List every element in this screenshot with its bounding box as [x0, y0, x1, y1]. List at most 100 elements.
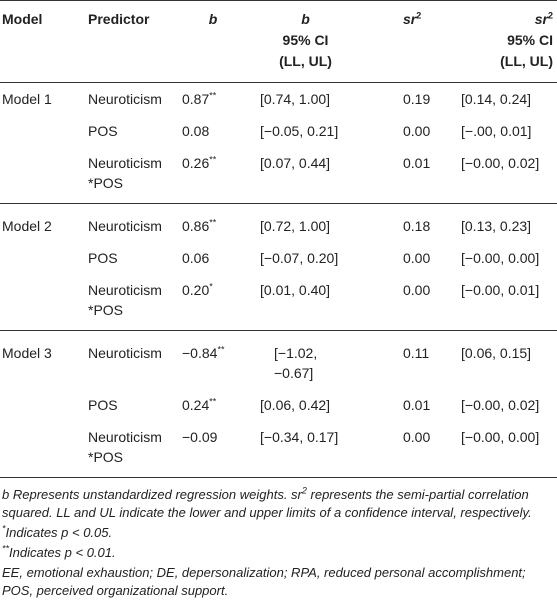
header-cell: sr2 95% CI (LL, UL) — [457, 0, 557, 83]
b-value: 0.86 — [182, 218, 210, 234]
header-cell: b 95% CI (LL, UL) — [252, 0, 397, 83]
sr2-ci-cell: [0.13, 0.23] — [457, 204, 557, 243]
b-ci-cell: [0.07, 0.44] — [252, 147, 397, 204]
header-sup: 2 — [547, 10, 553, 21]
model-name: Model 2 — [2, 218, 52, 234]
predictor-cell: Neuroticism — [86, 331, 176, 390]
header-cell: Model — [0, 0, 86, 83]
sr2-ci: [0.13, 0.23] — [461, 218, 532, 234]
b-value: 0.08 — [182, 123, 210, 139]
sr2-ci-cell: [−0.00, 0.00] — [457, 242, 557, 274]
b-ci: [0.06, 0.42] — [260, 397, 331, 413]
sr2-value: 0.18 — [403, 218, 431, 234]
b-cell: 0.86** — [176, 204, 252, 243]
sr2-cell: 0.00 — [397, 421, 457, 478]
sr2-value: 0.11 — [403, 345, 430, 361]
header-text: Model — [2, 11, 43, 27]
b-ci-cell: [−0.34, 0.17] — [252, 421, 397, 478]
predictor-text: POS — [88, 123, 118, 139]
significance: ** — [209, 396, 217, 407]
table-notes: b Represents unstandardized regression w… — [0, 478, 557, 600]
significance: ** — [209, 90, 217, 101]
note: b Represents unstandardized regression w… — [2, 486, 553, 522]
sr2-cell: 0.00 — [397, 242, 457, 274]
sr2-ci: [−0.00, 0.02] — [461, 397, 540, 413]
note-text: EE, emotional exhaustion; DE, depersonal… — [2, 565, 526, 598]
header-cell: b — [176, 0, 252, 83]
b-cell: 0.87** — [176, 83, 252, 116]
table-row: Neuroticism *POS −0.09 [−0.34, 0.17] 0.00 [−0… — [0, 421, 557, 478]
predictor-text: Neuroticism — [88, 429, 162, 445]
b-ci-cell: [−0.07, 0.20] — [252, 242, 397, 274]
table-row: POS 0.08 [−0.05, 0.21] 0.00 [−.00, 0.01] — [0, 115, 557, 147]
b-value: −0.09 — [182, 429, 218, 445]
note-sup: * — [2, 523, 6, 534]
predictor-text: POS — [88, 250, 118, 266]
b-cell: −0.84** — [176, 331, 252, 390]
model-cell: Model 1 — [0, 83, 86, 116]
predictor-text: POS — [88, 397, 118, 413]
b-ci: [−1.02, — [274, 345, 318, 361]
header-text: (LL, UL) — [279, 53, 332, 69]
b-cell: −0.09 — [176, 421, 252, 478]
sr2-cell: 0.19 — [397, 83, 457, 116]
model-cell — [0, 389, 86, 421]
sr2-value: 0.00 — [403, 250, 431, 266]
sr2-cell: 0.01 — [397, 389, 457, 421]
header-sup: 2 — [416, 10, 422, 21]
sr2-value: 0.19 — [403, 91, 431, 107]
b-value: −0.84 — [182, 345, 218, 361]
sr2-ci-cell: [−0.00, 0.01] — [457, 274, 557, 331]
sr2-ci: [−0.00, 0.02] — [461, 155, 540, 171]
sr2-cell: 0.01 — [397, 147, 457, 204]
b-cell: 0.24** — [176, 389, 252, 421]
sr2-value: 0.01 — [403, 397, 431, 413]
note-text: Indicates p < 0.01. — [9, 545, 116, 560]
sr2-ci: [−0.00, 0.00] — [461, 429, 540, 445]
model-cell: Model 3 — [0, 331, 86, 390]
predictor-cell: POS — [86, 389, 176, 421]
sr2-ci-cell: [−0.00, 0.00] — [457, 421, 557, 478]
predictor-cell: Neuroticism — [86, 204, 176, 243]
note-sup: ** — [2, 543, 10, 554]
predictor-text: Neuroticism — [88, 91, 162, 107]
b-ci-cell: [−0.05, 0.21] — [252, 115, 397, 147]
note: *Indicates p < 0.05. — [2, 524, 553, 542]
note-text: represents the semi-partial correlation … — [2, 487, 532, 520]
sr2-ci: [−0.00, 0.01] — [461, 282, 540, 298]
predictor-cell: POS — [86, 242, 176, 274]
b-ci-cell: [0.06, 0.42] — [252, 389, 397, 421]
model-name: Model 3 — [2, 345, 52, 361]
header-text: b — [301, 11, 310, 27]
b-ci-cell: [0.74, 1.00] — [252, 83, 397, 116]
table-body: Model 1 Neuroticism 0.87** [0.74, 1.00] 0.19… — [0, 83, 557, 478]
sr2-ci-cell: [0.14, 0.24] — [457, 83, 557, 116]
sr2-ci: [−0.00, 0.00] — [461, 250, 540, 266]
predictor-text: *POS — [88, 302, 124, 318]
sr2-cell: 0.00 — [397, 115, 457, 147]
b-value: 0.26 — [182, 155, 210, 171]
predictor-cell: Neuroticism *POS — [86, 421, 176, 478]
b-ci: [0.74, 1.00] — [260, 91, 331, 107]
table-row: Model 2 Neuroticism 0.86** [0.72, 1.00] 0.18… — [0, 204, 557, 243]
sr2-cell: 0.11 — [397, 331, 457, 390]
sr2-cell: 0.00 — [397, 274, 457, 331]
header-text: (LL, UL) — [500, 53, 553, 69]
model-cell — [0, 421, 86, 478]
header-text: 95% CI — [507, 32, 553, 48]
significance: ** — [209, 217, 217, 228]
header-cell: Predictor — [86, 0, 176, 83]
predictor-cell: Neuroticism *POS — [86, 147, 176, 204]
results-table: Model Predictor b b 95% CI (LL, UL) sr2 sr… — [0, 0, 557, 478]
table-row: Model 3 Neuroticism −0.84** [−1.02, −0.67] 0.… — [0, 331, 557, 390]
model-name: Model 1 — [2, 91, 52, 107]
sr2-value: 0.00 — [403, 123, 431, 139]
note-text: Indicates p < 0.05. — [5, 525, 113, 540]
predictor-cell: Neuroticism — [86, 83, 176, 116]
model-cell — [0, 242, 86, 274]
b-cell: 0.08 — [176, 115, 252, 147]
significance: ** — [217, 344, 225, 355]
sr2-value: 0.00 — [403, 282, 431, 298]
predictor-cell: Neuroticism *POS — [86, 274, 176, 331]
